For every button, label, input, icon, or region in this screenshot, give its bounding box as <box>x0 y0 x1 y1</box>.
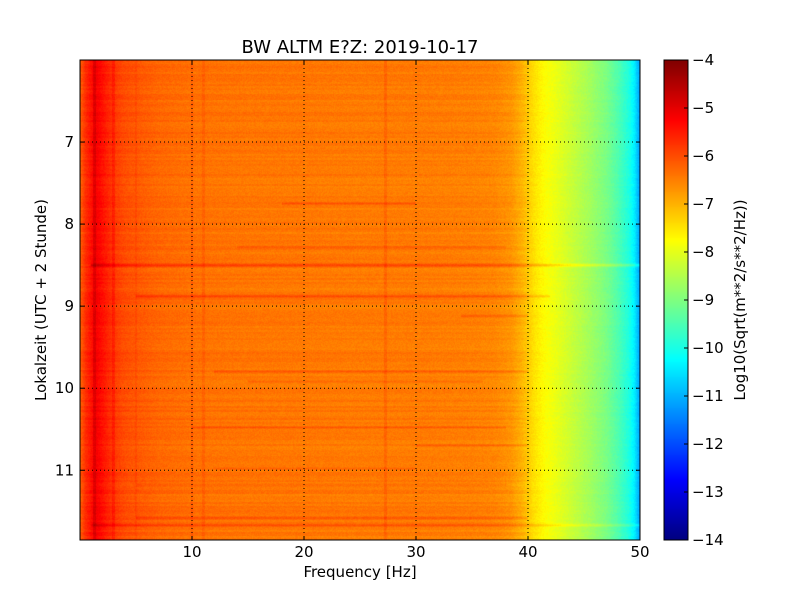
x-tick-label: 40 <box>518 543 537 561</box>
y-tick-label: 9 <box>64 297 74 315</box>
spectrogram-image <box>80 60 640 540</box>
chart-title: BW ALTM E?Z: 2019-10-17 <box>242 37 479 58</box>
colorbar-tick-label: −5 <box>692 99 714 117</box>
colorbar-tick-label: −11 <box>692 387 724 405</box>
y-tick-label: 11 <box>55 461 74 479</box>
colorbar-label: Log10(Sqrt(m**2/s**2/Hz)) <box>731 199 749 400</box>
x-axis-label: Frequency [Hz] <box>303 563 416 581</box>
colorbar-tick-label: −7 <box>692 195 714 213</box>
x-tick-label: 30 <box>406 543 425 561</box>
colorbar-tick-label: −12 <box>692 435 724 453</box>
y-axis-label: Lokalzeit (UTC + 2 Stunde) <box>32 199 50 401</box>
colorbar-tick-label: −4 <box>692 51 714 69</box>
y-tick-label: 10 <box>55 379 74 397</box>
x-tick-label: 50 <box>630 543 649 561</box>
axis-ticks: 10 20 30 40 50 7 8 9 10 11 <box>55 60 650 561</box>
colorbar-ticks: −4 −5 −6 −7 −8 −9 −10 −11 −12 −13 −14 <box>684 51 724 549</box>
colorbar-tick-label: −9 <box>692 291 714 309</box>
colorbar-tick-label: −13 <box>692 483 724 501</box>
x-tick-label: 20 <box>294 543 313 561</box>
colorbar-tick-label: −6 <box>692 147 714 165</box>
colorbar-tick-label: −10 <box>692 339 724 357</box>
colorbar-tick-label: −8 <box>692 243 714 261</box>
y-tick-label: 8 <box>64 215 74 233</box>
y-tick-label: 7 <box>64 133 74 151</box>
plot-frame <box>79 59 641 541</box>
grid-lines <box>80 60 640 540</box>
colorbar-tick-label: −14 <box>692 531 724 549</box>
x-tick-label: 10 <box>182 543 201 561</box>
plot-area <box>80 60 640 540</box>
